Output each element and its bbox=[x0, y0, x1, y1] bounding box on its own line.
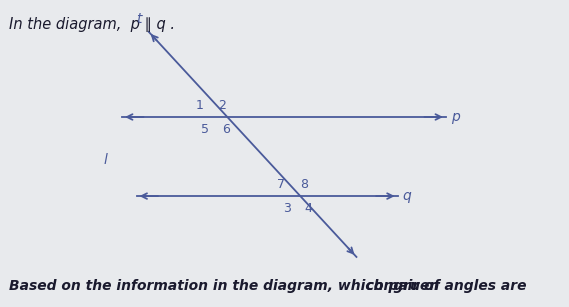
Text: l: l bbox=[104, 153, 107, 167]
Text: 1: 1 bbox=[195, 99, 203, 112]
Text: 4: 4 bbox=[304, 202, 312, 215]
Text: In the diagram,  p ∥ q .: In the diagram, p ∥ q . bbox=[9, 17, 175, 32]
Text: 2: 2 bbox=[218, 99, 226, 112]
Text: 5: 5 bbox=[201, 123, 209, 136]
Text: p: p bbox=[451, 110, 459, 124]
Text: 8: 8 bbox=[300, 178, 308, 191]
Text: Based on the information in the diagram, which pair of angles are: Based on the information in the diagram,… bbox=[9, 279, 526, 293]
Text: t: t bbox=[136, 12, 142, 26]
Text: 7: 7 bbox=[278, 178, 286, 191]
Text: q: q bbox=[402, 189, 411, 203]
Text: 6: 6 bbox=[222, 123, 230, 136]
Text: congruen: congruen bbox=[356, 279, 440, 293]
Text: 3: 3 bbox=[283, 202, 291, 215]
